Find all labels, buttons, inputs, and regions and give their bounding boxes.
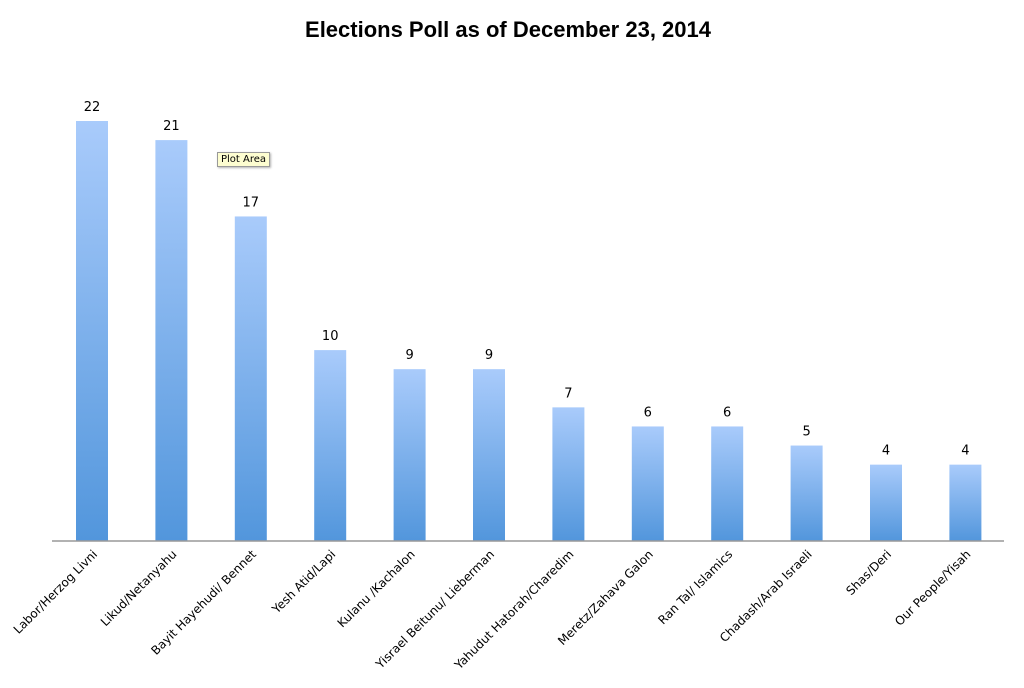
bar-8 [711, 426, 744, 541]
x-tick-label: Kulanu /Kachalon [335, 547, 418, 630]
x-tick-label: Likud/Netanyahu [98, 547, 180, 629]
x-tick-label: Ran Tal/ Islamics [655, 547, 735, 627]
bar-4 [393, 369, 426, 541]
data-label: 6 [723, 405, 731, 420]
x-tick-label: Our People/Yisah [892, 547, 973, 628]
chart-title: Elections Poll as of December 23, 2014 [305, 17, 712, 42]
bar-1 [155, 140, 188, 541]
plot-area-tooltip: Plot Area [217, 152, 271, 167]
x-tick-label: Labor/Herzog Livni [11, 547, 100, 636]
data-label: 9 [485, 348, 493, 363]
bar-3 [314, 350, 347, 541]
data-label: 17 [243, 195, 260, 210]
data-label: 6 [644, 405, 652, 420]
data-label: 4 [882, 444, 890, 459]
bar-9 [790, 445, 823, 541]
bar-5 [473, 369, 505, 541]
bar-2 [234, 216, 267, 542]
data-label: 10 [322, 329, 339, 344]
bar-11 [949, 464, 982, 541]
data-label: 21 [163, 119, 180, 134]
data-label: 9 [405, 348, 413, 363]
data-label: 7 [564, 386, 572, 401]
bar-10 [870, 464, 902, 541]
data-label: 4 [961, 444, 969, 459]
x-tick-label: Chadash/Arab Israeli [717, 547, 815, 645]
x-tick-label: Shas/Deri [843, 547, 894, 598]
bar-7 [631, 426, 664, 541]
bar-0 [76, 121, 108, 541]
x-tick-label: Yesh Atid/Lapi [269, 547, 339, 617]
data-label: 5 [802, 425, 810, 440]
bar-6 [552, 407, 585, 541]
data-label: 22 [84, 100, 101, 115]
